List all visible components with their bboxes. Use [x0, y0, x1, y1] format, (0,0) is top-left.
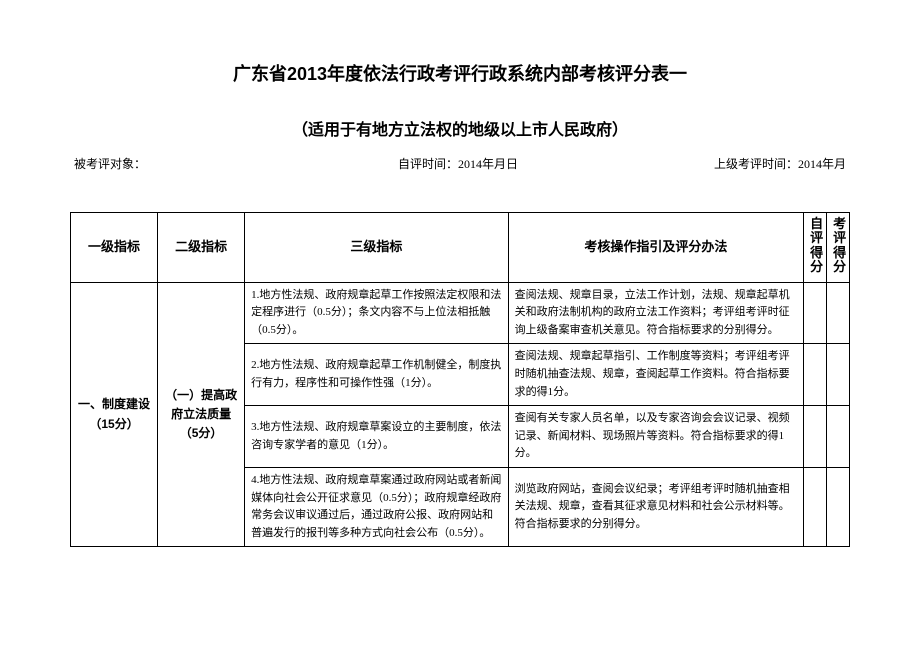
upper-time-label: 上级考评时间：2014年月	[622, 155, 846, 172]
doc-title: 广东省2013年度依法行政考评行政系统内部考核评分表一	[70, 60, 850, 86]
cell-r3-eval	[827, 406, 850, 468]
th-guide: 考核操作指引及评分办法	[508, 213, 804, 283]
cell-r1c3: 1.地方性法规、政府规章起草工作按照法定权限和法定程序进行（0.5分）；条文内容…	[245, 282, 508, 344]
cell-r4-self	[804, 468, 827, 547]
cell-r3c4: 查阅有关专家人员名单，以及专家咨询会会议记录、视频记录、新闻材料、现场照片等资料…	[508, 406, 804, 468]
doc-subtitle: （适用于有地方立法权的地级以上市人民政府）	[70, 116, 850, 140]
th-lvl3: 三级指标	[245, 213, 508, 283]
cell-r1c4: 查阅法规、规章目录，立法工作计划，法规、规章起草机关和政府法制机构的政府立法工作…	[508, 282, 804, 344]
self-time-label: 自评时间：2014年月日	[298, 155, 622, 172]
cell-r4-eval	[827, 468, 850, 547]
th-self-score: 自评得分	[804, 213, 827, 283]
score-table: 一级指标 二级指标 三级指标 考核操作指引及评分办法 自评得分 考评得分 一、制…	[70, 212, 850, 547]
cell-r2-eval	[827, 344, 850, 406]
cell-r2c3: 2.地方性法规、政府规章起草工作机制健全，制度执行有力，程序性和可操作性强（1分…	[245, 344, 508, 406]
th-lvl2: 二级指标	[158, 213, 245, 283]
cell-r2-self	[804, 344, 827, 406]
cell-r2c4: 查阅法规、规章起草指引、工作制度等资料；考评组考评时随机抽查法规、规章，查阅起草…	[508, 344, 804, 406]
cell-r3c3: 3.地方性法规、政府规章草案设立的主要制度，依法咨询专家学者的意见（1分）。	[245, 406, 508, 468]
th-eval-score: 考评得分	[827, 213, 850, 283]
subject-label: 被考评对象：	[74, 155, 298, 172]
th-lvl1: 一级指标	[71, 213, 158, 283]
cell-r1-self	[804, 282, 827, 344]
cell-r4c3: 4.地方性法规、政府规章草案通过政府网站或者新闻媒体向社会公开征求意见（0.5分…	[245, 468, 508, 547]
cell-r4c4: 浏览政府网站，查阅会议纪录；考评组考评时随机抽查相关法规、规章，查看其征求意见材…	[508, 468, 804, 547]
cell-lvl2: （一）提高政府立法质量（5分）	[158, 282, 245, 547]
cell-r1-eval	[827, 282, 850, 344]
meta-row: 被考评对象： 自评时间：2014年月日 上级考评时间：2014年月	[70, 155, 850, 172]
cell-lvl1: 一、制度建设（15分）	[71, 282, 158, 547]
cell-r3-self	[804, 406, 827, 468]
